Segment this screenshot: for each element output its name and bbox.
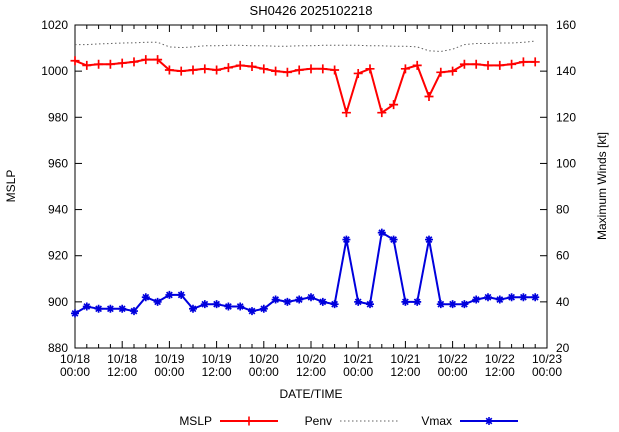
x-tick-date-label: 10/21 — [390, 352, 420, 366]
legend-mslp-plus-marker — [244, 416, 254, 426]
chart-title: SH0426 2025102218 — [250, 3, 373, 18]
legend-vmax-label: Vmax — [421, 414, 452, 428]
legend-vmax-star-marker — [485, 417, 493, 425]
x-tick-time-label: 00:00 — [438, 365, 468, 379]
x-tick-time-label: 12:00 — [296, 365, 326, 379]
x-tick-time-label: 12:00 — [107, 365, 137, 379]
x-tick-time-label: 00:00 — [343, 365, 373, 379]
legend-mslp-label: MSLP — [179, 414, 212, 428]
x-tick-date-label: 10/23 — [532, 352, 562, 366]
y-left-tick-label: 960 — [48, 156, 68, 170]
vmax-markers — [71, 228, 540, 318]
x-tick-date-label: 10/19 — [154, 352, 184, 366]
x-tick-date-label: 10/22 — [485, 352, 515, 366]
x-tick-date-label: 10/21 — [343, 352, 373, 366]
vmax-line — [74, 230, 536, 315]
penv-line — [75, 40, 536, 53]
y-right-tick-label: 160 — [556, 18, 576, 32]
y-left-tick-label: 940 — [48, 203, 68, 217]
x-tick-time-label: 12:00 — [485, 365, 515, 379]
y-left-tick-label: 880 — [48, 341, 68, 355]
mslp-markers — [70, 55, 540, 118]
x-tick-time-label: 00:00 — [249, 365, 279, 379]
x-tick-time-label: 00:00 — [60, 365, 90, 379]
plot-area: 10/1800:0010/1812:0010/1900:0010/1912:00… — [41, 18, 576, 379]
y-right-tick-label: 40 — [556, 295, 570, 309]
x-tick-date-label: 10/18 — [107, 352, 137, 366]
y-left-tick-label: 920 — [48, 249, 68, 263]
y-left-tick-label: 1020 — [41, 18, 68, 32]
x-axis-label: DATE/TIME — [279, 387, 342, 401]
y-left-tick-label: 900 — [48, 295, 68, 309]
y-right-tick-label: 100 — [556, 156, 576, 170]
y-right-tick-label: 80 — [556, 203, 570, 217]
y-right-axis-label: Maximum Winds [kt] — [595, 132, 609, 240]
x-tick-time-label: 12:00 — [202, 365, 232, 379]
x-tick-time-label: 00:00 — [154, 365, 184, 379]
x-tick-date-label: 10/19 — [202, 352, 232, 366]
y-right-tick-label: 60 — [556, 249, 570, 263]
y-left-tick-label: 1000 — [41, 64, 68, 78]
mslp-line — [74, 58, 536, 117]
legend: MSLP Penv Vmax — [179, 414, 518, 428]
y-right-tick-label: 20 — [556, 341, 570, 355]
y-left-tick-label: 980 — [48, 110, 68, 124]
x-tick-date-label: 10/18 — [60, 352, 90, 366]
x-tick-time-label: 00:00 — [532, 365, 562, 379]
y-left-axis-label: MSLP — [4, 170, 18, 203]
y-right-tick-label: 120 — [556, 110, 576, 124]
legend-penv-label: Penv — [305, 414, 332, 428]
x-tick-time-label: 12:00 — [390, 365, 420, 379]
y-right-tick-label: 140 — [556, 64, 576, 78]
x-tick-date-label: 10/20 — [296, 352, 326, 366]
x-tick-date-label: 10/20 — [249, 352, 279, 366]
x-tick-date-label: 10/22 — [438, 352, 468, 366]
